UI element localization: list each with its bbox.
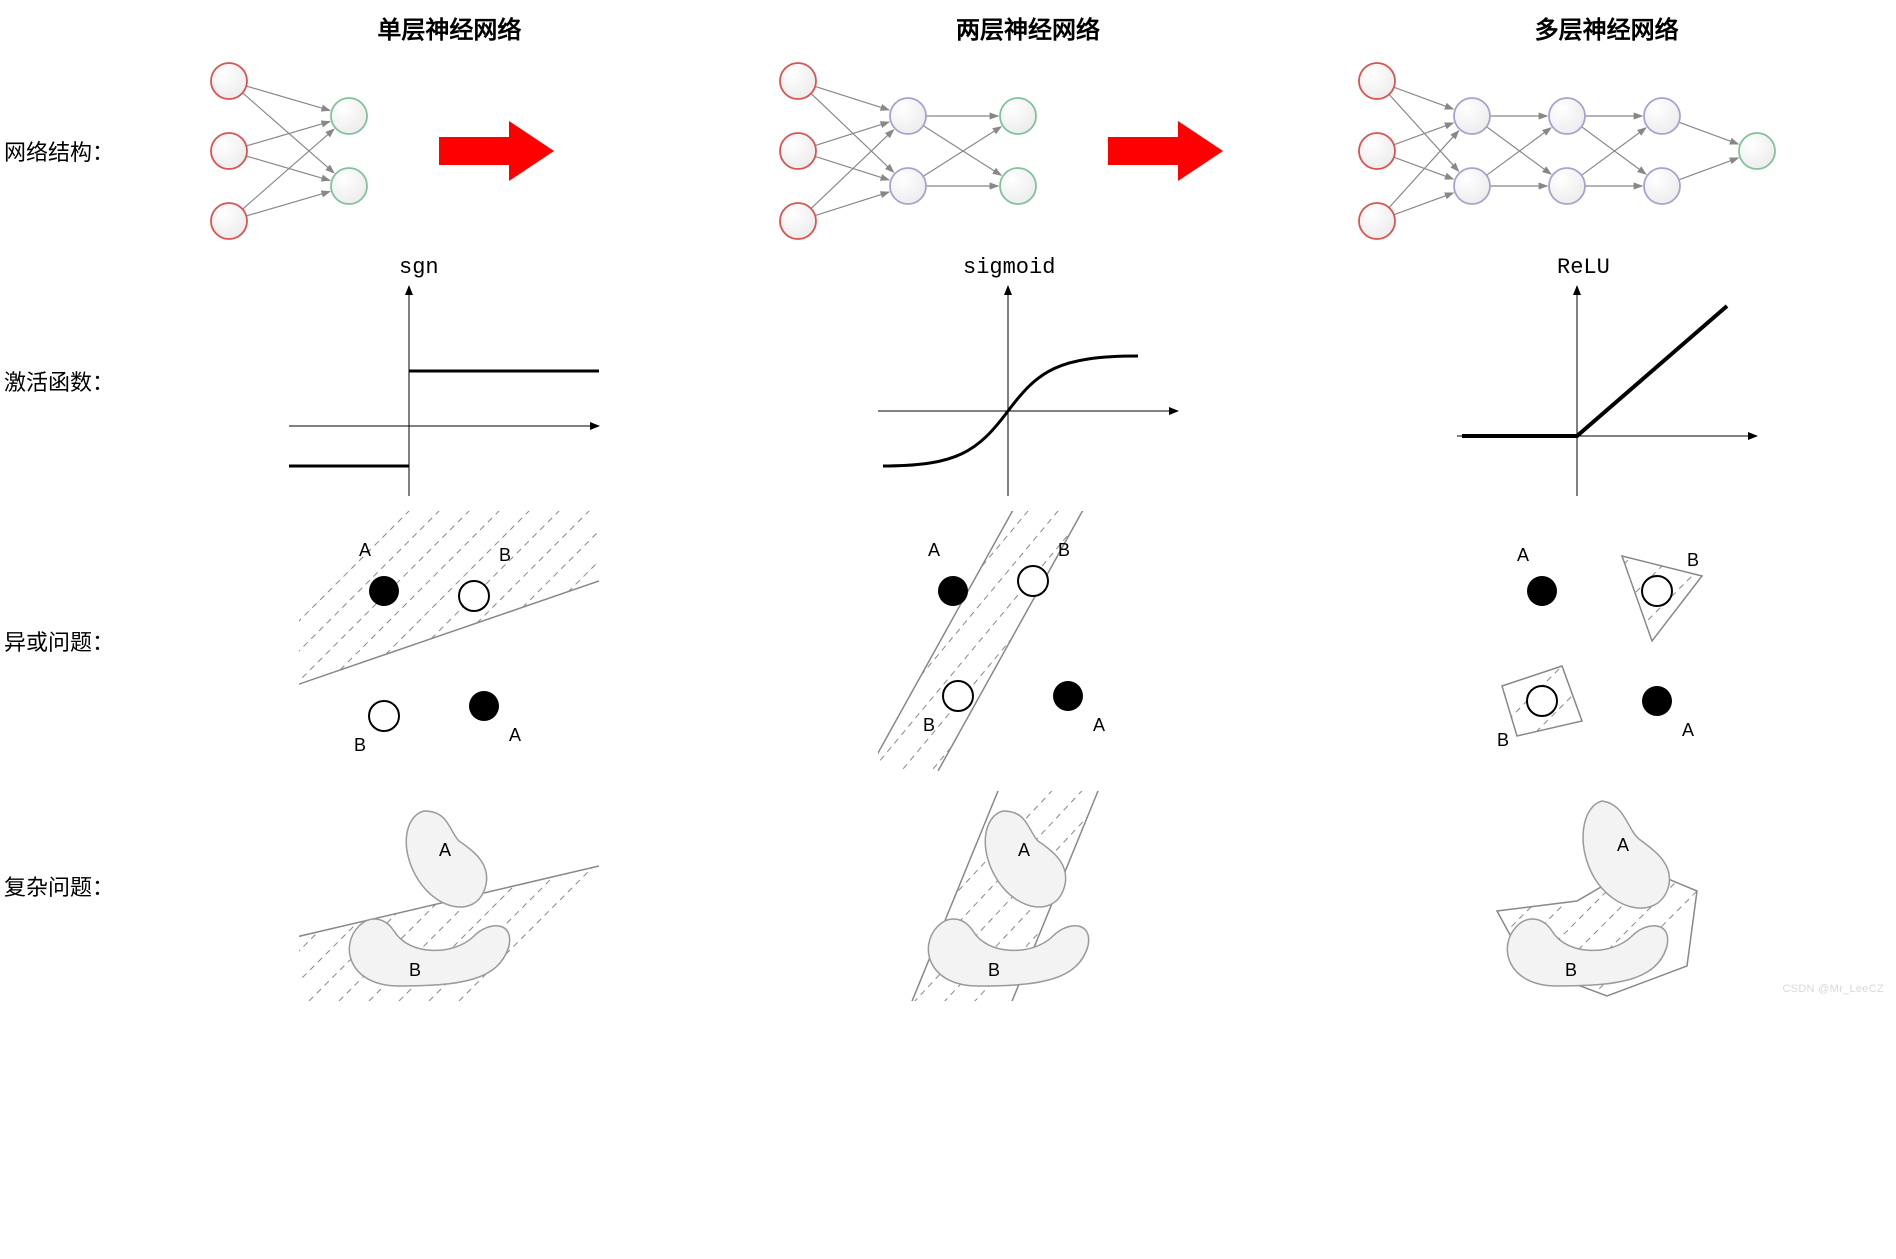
svg-text:A: A	[1617, 835, 1629, 855]
complex-pieces: A B	[878, 771, 1178, 1001]
col-title-1: 单层神经网络	[160, 0, 739, 51]
network-single-layer	[189, 51, 709, 251]
svg-text:B: B	[988, 960, 1000, 980]
cell-complex-1: A B	[160, 771, 739, 1001]
svg-text:A: A	[439, 840, 451, 860]
comparison-grid: 单层神经网络 两层神经网络 多层神经网络 网络结构： 激活函数： sgn sig…	[0, 0, 1896, 1001]
complex-linear: A B	[299, 771, 599, 1001]
xor-band: A B B A	[878, 511, 1178, 771]
cell-xor-2: A B B A	[739, 511, 1318, 771]
network-multi-layer	[1337, 51, 1877, 251]
watermark: CSDN @Mr_LeeCZ	[1782, 983, 1884, 995]
svg-text:B: B	[354, 735, 366, 755]
cell-complex-3: A B CSDN @Mr_LeeCZ	[1317, 771, 1896, 1001]
activation-sigmoid: sigmoid	[868, 251, 1188, 511]
col-title-2: 两层神经网络	[739, 0, 1318, 51]
network-two-layer	[758, 51, 1298, 251]
row-label-structure: 网络结构：	[0, 135, 160, 167]
svg-text:B: B	[1058, 540, 1070, 560]
svg-text:ReLU: ReLU	[1557, 255, 1610, 280]
cell-act-sgn: sgn	[160, 251, 739, 511]
svg-text:B: B	[1497, 730, 1509, 750]
svg-text:A: A	[928, 540, 940, 560]
svg-text:A: A	[1517, 545, 1529, 565]
row-label-activation: 激活函数：	[0, 365, 160, 397]
cell-net-1	[160, 51, 739, 251]
svg-text:B: B	[1565, 960, 1577, 980]
svg-text:sgn: sgn	[399, 255, 439, 280]
svg-text:A: A	[509, 725, 521, 745]
cell-act-sigmoid: sigmoid	[739, 251, 1318, 511]
cell-complex-2: A B	[739, 771, 1318, 1001]
row-label-complex: 复杂问题：	[0, 870, 160, 902]
cell-xor-1: A B B A	[160, 511, 739, 771]
cell-net-3	[1317, 51, 1896, 251]
svg-text:B: B	[499, 545, 511, 565]
svg-text:B: B	[923, 715, 935, 735]
svg-text:A: A	[1093, 715, 1105, 735]
svg-text:B: B	[409, 960, 421, 980]
progress-arrow-icon	[1108, 121, 1223, 181]
svg-text:A: A	[1682, 720, 1694, 740]
svg-text:A: A	[359, 540, 371, 560]
cell-net-2	[739, 51, 1318, 251]
row-label-xor: 异或问题：	[0, 625, 160, 657]
xor-linear: A B B A	[299, 511, 599, 771]
col-title-3: 多层神经网络	[1317, 0, 1896, 51]
cell-act-relu: ReLU	[1317, 251, 1896, 511]
cell-xor-3: A B B A	[1317, 511, 1896, 771]
svg-text:B: B	[1687, 550, 1699, 570]
svg-text:A: A	[1018, 840, 1030, 860]
activation-sgn: sgn	[289, 251, 609, 511]
complex-polygon: A B	[1457, 771, 1757, 1001]
activation-relu: ReLU	[1447, 251, 1767, 511]
svg-text:sigmoid: sigmoid	[963, 255, 1055, 280]
progress-arrow-icon	[439, 121, 554, 181]
xor-regions: A B B A	[1457, 511, 1757, 771]
